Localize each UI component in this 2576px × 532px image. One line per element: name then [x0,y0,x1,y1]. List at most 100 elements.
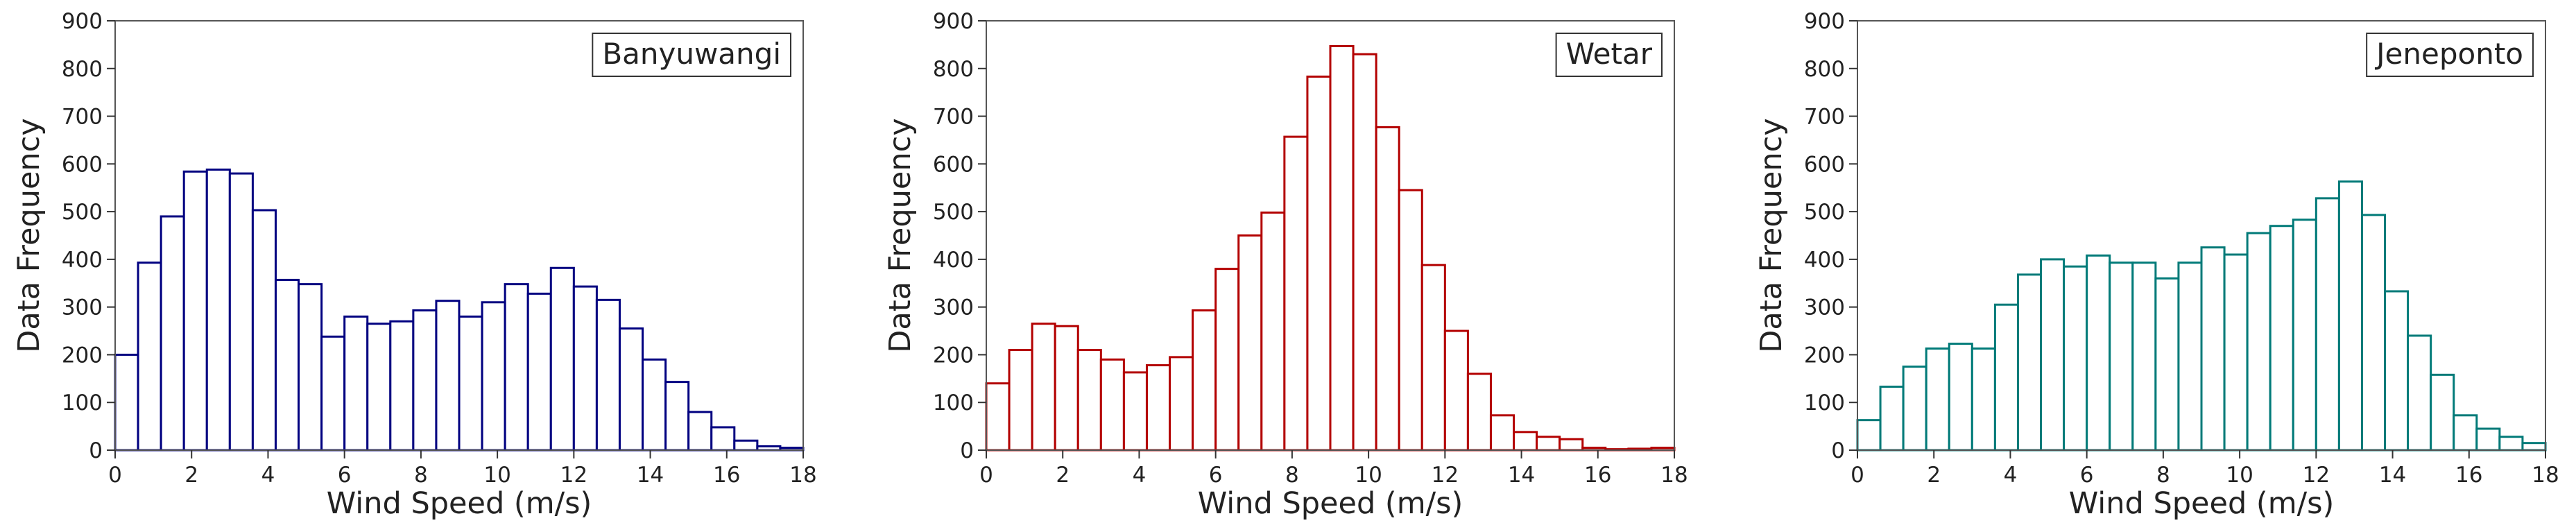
histogram-bar [298,283,323,452]
histogram-bar [343,315,369,452]
histogram-bar [1076,349,1102,452]
x-tick-label: 6 [338,463,352,488]
y-axis-label: Data Frequency [12,118,46,352]
histogram-bar [2109,261,2134,452]
x-tick-label: 6 [2080,463,2094,488]
panel-label-box: Jeneponto [2366,33,2534,77]
panel-label-box: Wetar [1555,33,1663,77]
y-tick-label: 100 [62,391,103,415]
histogram-bar [2475,427,2501,452]
panel-label-frame [1555,33,1663,77]
x-tick-label: 4 [1133,463,1147,488]
histogram-bar [1008,349,1033,452]
y-tick-label: 200 [1804,343,1845,368]
x-tick-label: 18 [1660,463,1688,488]
histogram-bar [1237,234,1263,452]
histogram-bar [1054,325,1079,452]
histogram-bar [1559,438,1584,452]
histogram-bar [1970,347,1996,452]
histogram-bar [2223,253,2249,452]
panel-label-frame [592,33,791,77]
y-tick-label: 600 [1804,152,1845,177]
x-tick-label: 18 [2532,463,2559,488]
y-tick-label: 400 [62,248,103,273]
histogram-bar [1536,436,1561,452]
x-tick-label: 2 [184,463,198,488]
x-tick-label: 18 [789,463,816,488]
plot-frame [986,20,1675,451]
x-tick-label: 4 [261,463,275,488]
histogram-bar [251,209,277,452]
histogram-bar [114,353,139,452]
y-tick-label: 700 [933,105,974,130]
histogram-bar [2430,373,2455,452]
y-tick-label: 900 [933,9,974,34]
y-tick-label: 500 [62,200,103,225]
histogram-bar [137,261,162,452]
y-tick-label: 0 [1831,438,1845,463]
x-tick-label: 14 [2379,463,2406,488]
y-tick-label: 800 [933,57,974,82]
y-tick-label: 300 [933,295,974,320]
x-tick-label: 16 [1584,463,1611,488]
y-tick-label: 800 [1804,57,1845,82]
histogram-bar [1099,358,1125,452]
y-tick-label: 0 [960,438,974,463]
histogram-bar [1122,371,1148,452]
y-tick-label: 900 [1804,9,1845,34]
histogram-bar [2521,442,2547,452]
y-tick-label: 400 [933,248,974,273]
histogram-bar [205,169,231,452]
panel-label: Banyuwangi [602,37,781,71]
histogram-bar [2360,214,2387,452]
histogram-bar [2086,254,2111,452]
chart-panel-2: 0 100 200 300 400 500 600 700 800 900 0 2 4 6 8 10 12 14 1… [883,9,1688,521]
histogram-bar [481,301,506,452]
histogram-bar [1375,126,1400,452]
x-tick-label: 10 [1355,463,1382,488]
chart-panel-1: 0 100 200 300 400 500 600 700 800 900 0 2 4 6 8 10 12 14 1… [12,9,817,521]
histogram-bar [1145,364,1171,452]
y-tick-label: 600 [933,152,974,177]
histogram-bar [2131,261,2157,452]
y-tick-label: 700 [62,105,103,130]
x-tick-label: 4 [2004,463,2018,488]
x-tick-label: 0 [108,463,122,488]
y-tick-label: 0 [89,438,103,463]
histogram-bar [526,292,552,452]
histogram-bar [2315,197,2340,452]
histogram-bar [1925,347,1950,452]
histogram-bar [1398,189,1423,452]
histogram-bar [182,170,208,452]
x-tick-label: 10 [2226,463,2253,488]
histogram-bar [1856,419,1882,452]
panel-label-frame [2366,33,2534,77]
y-tick-label: 400 [1804,248,1845,273]
x-tick-label: 0 [1851,463,1864,488]
histogram-bar [1260,211,1286,452]
histogram-bar [687,411,713,452]
y-tick-label: 200 [933,343,974,368]
histogram-bar [160,215,185,452]
histogram-bar [1352,53,1377,452]
y-tick-label: 500 [933,200,974,225]
y-axis-label: Data Frequency [883,118,918,352]
x-tick-label: 0 [979,463,993,488]
x-axis-label: Wind Speed (m/s) [2069,486,2335,521]
histogram-bar [2269,225,2294,452]
chart-panel-3: 0 100 200 300 400 500 600 700 800 900 0 2 4 6 8 10 12 14 1… [1754,9,2559,521]
y-tick-label: 300 [1804,295,1845,320]
histogram-bar [412,309,438,452]
histogram-bar [2200,246,2226,452]
histogram-bar [389,320,415,452]
x-tick-label: 14 [1508,463,1535,488]
histogram-bar [642,358,667,452]
histogram-bar [1420,264,1446,452]
histogram-bar [2407,334,2432,452]
y-tick-label: 200 [62,343,103,368]
histogram-bar [1466,372,1492,452]
histogram-bar [1192,309,1217,452]
histogram-bar [2292,218,2317,452]
histogram-bar [2063,265,2088,452]
